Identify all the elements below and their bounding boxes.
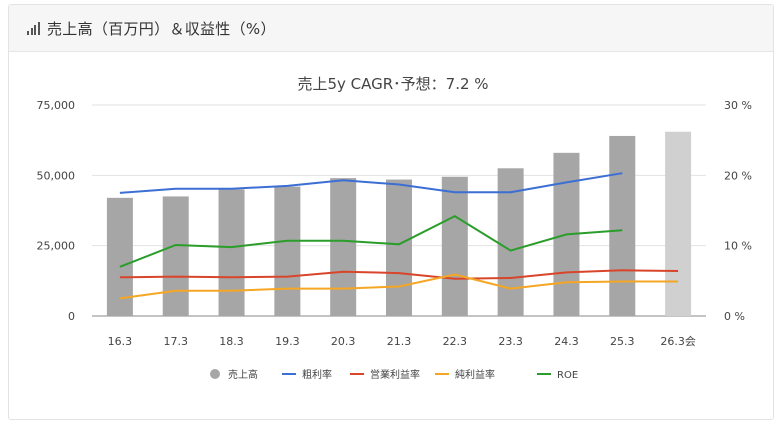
series-line (119, 269, 679, 280)
x-axis: 16.3 17.3 18.3 19.3 20.3 21.3 22.3 23.3 24.3 25.3… (108, 335, 696, 348)
legend: 売上高 粗利率 営業利益率 純利益率 ROE (210, 368, 578, 381)
left-tick-label: 25,000 (37, 240, 76, 253)
card-title: 売上高（百万円）＆収益性（%） (47, 19, 276, 38)
right-tick-label: 10 % (724, 240, 752, 253)
right-axis: 0 % 10 % 20 % 30 % (724, 99, 752, 323)
bar (274, 186, 301, 316)
chart-title: 売上5y CAGR･予想：7.2 % (297, 75, 488, 93)
x-tick-label: 24.3 (554, 335, 579, 348)
bar-series (106, 131, 692, 316)
series-line (119, 172, 623, 194)
right-tick-label: 0 % (724, 310, 745, 323)
left-axis: 0 25,000 50,000 75,000 (37, 99, 76, 323)
x-tick-label: 23.3 (498, 335, 523, 348)
x-tick-label: 21.3 (387, 335, 412, 348)
left-tick-label: 0 (68, 310, 75, 323)
bar (665, 131, 692, 316)
bar (162, 196, 189, 316)
bar (441, 176, 468, 316)
x-tick-label: 19.3 (275, 335, 300, 348)
x-tick-label: 26.3会 (660, 335, 696, 348)
x-tick-label: 22.3 (443, 335, 468, 348)
series-line (119, 214, 623, 268)
x-tick-label: 20.3 (331, 335, 356, 348)
left-tick-label: 75,000 (37, 99, 76, 112)
right-tick-label: 20 % (724, 169, 752, 182)
left-tick-label: 50,000 (37, 169, 76, 182)
x-tick-label: 18.3 (219, 335, 244, 348)
bar (386, 179, 412, 316)
x-tick-label: 16.3 (108, 335, 133, 348)
bar (609, 135, 636, 316)
chart-card: 売上高（百万円）＆収益性（%） (8, 4, 774, 420)
signal-bars-icon (27, 21, 41, 35)
legend-label: 粗利率 (302, 368, 332, 381)
x-tick-label: 25.3 (610, 335, 635, 348)
legend-label: ROE (557, 370, 578, 381)
bar (218, 189, 245, 316)
legend-label: 営業利益率 (370, 368, 420, 381)
legend-label: 売上高 (228, 368, 258, 381)
right-tick-label: 30 % (724, 99, 752, 112)
bar (330, 178, 357, 316)
card-header: 売上高（百万円）＆収益性（%） (9, 5, 773, 52)
x-tick-label: 17.3 (163, 335, 188, 348)
legend-label: 純利益率 (455, 368, 495, 381)
series-line (119, 273, 679, 300)
line-series (119, 172, 679, 300)
legend-marker (210, 369, 220, 379)
